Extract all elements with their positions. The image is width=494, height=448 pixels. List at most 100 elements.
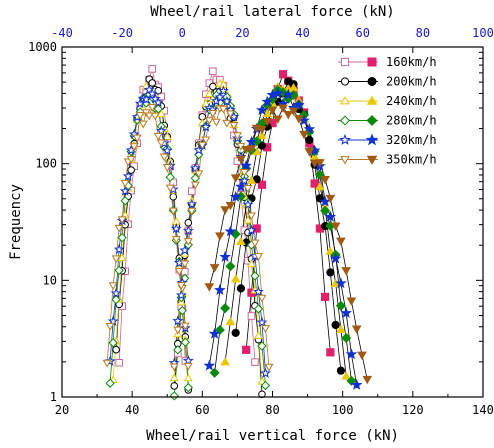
vertical-point [251,136,262,147]
left-vertical-point [176,281,186,290]
vertical-point [315,181,325,191]
vertical-point [209,264,220,273]
left-vertical-point [253,286,264,297]
lateral-point [152,96,164,108]
vertical-point [262,117,273,127]
vertical-point [245,135,258,148]
vertical-point [215,232,225,241]
vertical-point [278,104,288,113]
left-vertical-point [218,105,228,114]
legend-filled-marker [366,114,378,127]
series-markers [102,65,373,401]
y-axis-title: Frequency [8,184,24,260]
y-tick-label: 10 [43,273,57,287]
vertical-point [214,283,226,296]
left-vertical-point [209,82,217,91]
x-bottom-tick-label: 120 [402,403,424,417]
vertical-point [225,201,236,211]
vertical-point [362,375,373,385]
vertical-point [203,359,216,371]
vertical-point [340,306,352,319]
vertical-point [240,159,252,171]
bottom-axis-title: Wheel/rail vertical force (kN) [146,428,399,444]
vertical-point [315,159,325,168]
vertical-point [224,225,237,237]
left-vertical-point [243,215,253,224]
left-vertical-point [169,363,179,372]
vertical-point [293,115,304,124]
vertical-point [229,190,242,202]
vertical-point [272,115,283,124]
lateral-point [119,185,131,196]
lateral-point [102,359,112,368]
vertical-point [319,195,331,207]
lateral-point [157,92,166,101]
x-top-tick-label: 20 [235,26,249,40]
legend-filled-marker [367,57,377,67]
vertical-point [326,268,335,277]
lateral-point [120,179,130,188]
vertical-point [288,107,299,117]
vertical-point [220,303,231,314]
x-bottom-tick-label: 140 [472,403,494,417]
vertical-point [341,267,352,276]
left-vertical-point [182,225,194,236]
vertical-point [336,366,346,375]
legend-filled-marker [366,95,378,105]
lateral-point [117,232,127,243]
left-vertical-point [189,162,201,173]
left-vertical-point [251,358,259,366]
legend-open-marker [340,96,350,105]
lateral-point [110,287,122,298]
left-vertical-point [186,198,198,209]
vertical-point [341,332,352,344]
lateral-point [165,172,175,182]
lateral-point [114,265,124,276]
vertical-point [341,371,352,380]
vertical-point [204,283,215,292]
lateral-point [155,125,167,136]
vertical-point [236,284,246,293]
left-vertical-point [253,253,263,261]
left-vertical-point [211,118,221,127]
x-top-tick-label: -20 [111,26,133,40]
lateral-point [161,144,173,156]
left-vertical-point [173,326,183,335]
vertical-point [256,104,268,116]
x-bottom-tick-label: 40 [125,403,139,417]
left-vertical-point [194,170,204,179]
vertical-point [257,125,267,135]
legend-filled-marker [365,133,379,146]
vertical-point [257,141,267,150]
lateral-point [117,253,127,261]
left-vertical-point [188,187,196,196]
lateral-point [126,155,136,164]
x-top-tick-label: 80 [416,26,430,40]
left-vertical-point [169,373,179,382]
lateral-point [183,373,193,382]
vertical-point [335,277,347,289]
vertical-point [330,222,341,231]
left-vertical-point [221,95,233,107]
vertical-point [335,300,346,311]
left-vertical-point [214,91,226,102]
left-vertical-point [179,244,191,256]
left-vertical-point [225,110,235,119]
vertical-point [267,106,278,115]
lateral-point [134,97,146,109]
vertical-point [246,175,257,184]
left-vertical-point [246,259,256,268]
vertical-point [283,111,294,120]
vertical-point [304,148,315,157]
vertical-point [231,328,240,337]
left-vertical-point [183,238,193,246]
y-tick-label: 100 [35,157,57,171]
vertical-point [325,194,336,204]
lateral-point [112,345,120,354]
lateral-point [165,184,175,193]
lateral-point [162,164,172,172]
left-vertical-point [169,391,179,401]
left-vertical-point [250,271,260,281]
lateral-point [122,170,134,181]
